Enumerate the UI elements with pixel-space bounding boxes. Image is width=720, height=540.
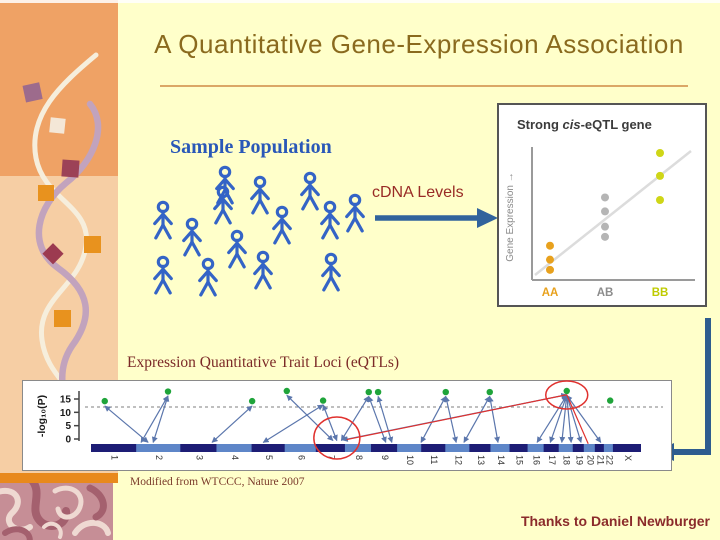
chromosome-label: 11 — [429, 455, 439, 464]
title-underline — [160, 85, 688, 87]
helix-square-orange — [54, 310, 71, 327]
genotype-series-AA — [546, 241, 554, 274]
genotype-series-BB — [656, 149, 664, 204]
dna-helix-decoration — [22, 52, 102, 432]
helix-square-orange — [38, 185, 54, 201]
page-title: A Quantitative Gene-Expression Associati… — [154, 29, 684, 59]
y-axis-label: Gene Expression → — [505, 172, 516, 262]
chromosome-label: 22 — [604, 455, 614, 465]
sample-population-label: Sample Population — [170, 136, 332, 158]
svg-text:0: 0 — [65, 435, 71, 446]
genotype-label: AA — [542, 287, 559, 299]
eqtl-heading: Expression Quantitative Trait Loci (eQTL… — [127, 354, 400, 371]
y-axis-label: -log₁₀(P) — [36, 395, 48, 437]
scatter-title: Strong cis-eQTL gene — [517, 117, 652, 132]
chromosome-label: 6 — [296, 455, 306, 460]
association-arrows — [104, 392, 602, 443]
svg-text:15: 15 — [60, 395, 72, 406]
genotype-label: BB — [652, 287, 669, 299]
helix-square-orange — [84, 236, 101, 253]
eqtl-manhattan-panel: 0 5 10 15 -log₁₀(P) 1 2 3 4 5 6 7 8 9 10 11 12 13 14 15 16 17… — [22, 380, 672, 471]
chromosome-label: 12 — [453, 455, 463, 465]
chromosome-label: 18 — [562, 455, 572, 465]
y-axis: 0 5 10 15 — [60, 391, 80, 446]
chromosome-label: 7 — [326, 455, 336, 460]
sidebar-orange-band — [0, 473, 118, 483]
chromosome-label: 16 — [532, 455, 542, 465]
chromosome-label: 3 — [194, 455, 204, 460]
chromosome-label: 4 — [230, 455, 240, 460]
highlight-red-circle — [545, 380, 589, 410]
chromosome-label: 9 — [380, 455, 390, 460]
trend-line — [534, 150, 692, 276]
helix-square-cream — [49, 117, 66, 134]
highlight-red-lines — [346, 394, 589, 445]
cis-eqtl-scatter-chart: Strong cis-eQTL gene Gene Expression → AA A… — [505, 117, 695, 299]
chromosome-label: 8 — [354, 455, 364, 460]
chromosome-label: X — [623, 455, 633, 461]
chromosome-label: 21 — [595, 455, 605, 465]
helix-square-maroon — [61, 159, 80, 178]
chromosome-label: 10 — [405, 455, 415, 465]
credit-text: Thanks to Daniel Newburger — [520, 513, 710, 529]
chromosome-label: 13 — [476, 455, 486, 465]
chromosome-label: 1 — [110, 455, 120, 460]
source-caption: Modified from WTCCC, Nature 2007 — [130, 476, 305, 488]
chromosome-label: 20 — [585, 455, 595, 465]
helix-square-purple — [22, 82, 43, 103]
svg-text:5: 5 — [65, 421, 71, 432]
highlight-red-circle — [313, 416, 361, 460]
slide-top-edge — [0, 0, 720, 3]
cdna-arrow-icon — [375, 208, 498, 228]
cdna-levels-label: cDNA Levels — [372, 184, 464, 201]
chromosome-label: 2 — [154, 455, 164, 460]
svg-text:10: 10 — [60, 408, 72, 419]
chromosome-texture-decoration — [0, 483, 113, 540]
genotype-series-AB — [601, 193, 609, 241]
chromosome-label: 14 — [496, 455, 506, 465]
helix-diamond-maroon — [42, 243, 64, 265]
chromosome-label: 5 — [264, 455, 274, 460]
population-stick-figures — [153, 165, 365, 297]
cis-eqtl-scatter-panel: Strong cis-eQTL gene Gene Expression → AA A… — [497, 103, 707, 307]
chromosome-label: 15 — [515, 455, 525, 465]
chromosome-bar: 1 2 3 4 5 6 7 8 9 10 11 12 13 14 15 16 17 18 19 20 21 22 X — [91, 444, 641, 465]
chromosome-label: 17 — [547, 455, 557, 465]
genotype-label: AB — [597, 287, 614, 299]
eqtl-points — [101, 387, 614, 405]
chromosome-label: 19 — [574, 455, 584, 465]
